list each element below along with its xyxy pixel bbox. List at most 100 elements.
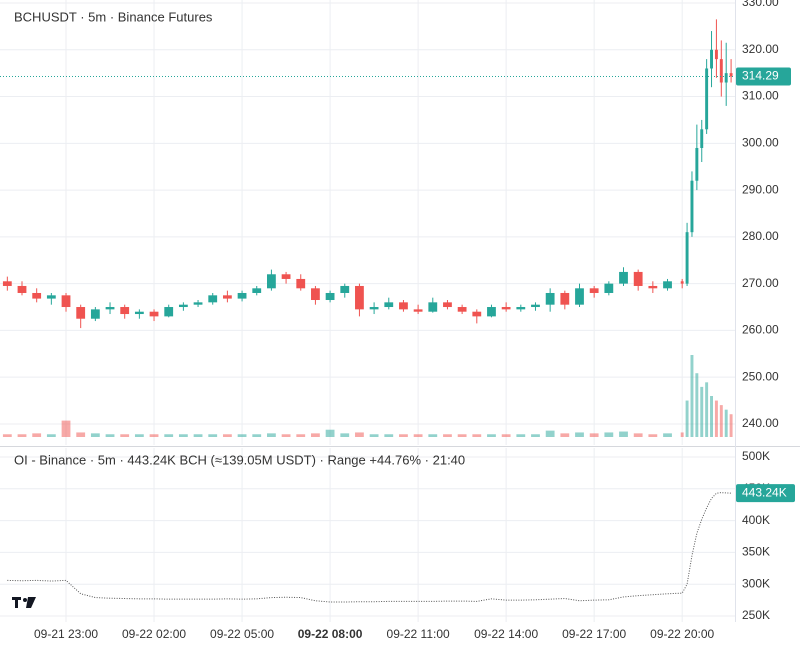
volume-bar (501, 434, 511, 437)
candle-body (2, 281, 12, 286)
y-tick-label: 270.00 (742, 276, 779, 290)
candle-body (237, 292, 247, 299)
y-tick-label: 280.00 (742, 229, 779, 243)
candle-body (32, 292, 42, 299)
volume-bar (90, 433, 100, 437)
volume-bar (149, 434, 159, 437)
volume-bar (700, 386, 704, 437)
candle-body (648, 285, 658, 289)
volume-bar (369, 434, 379, 437)
y-tick-label: 330.00 (742, 0, 779, 9)
candle-body (705, 68, 709, 130)
volume-bar (164, 434, 174, 437)
volume-bar (311, 433, 320, 437)
chart-layer: 09-21 23:00 09-22 02:00 09-22 05:00 09-22 0… (0, 0, 795, 641)
candle-body (46, 295, 56, 299)
volume-bar (714, 400, 718, 437)
volume-bar (413, 434, 423, 437)
candle-body (690, 180, 694, 233)
candle-body (399, 302, 408, 310)
volume-bar (252, 434, 262, 437)
candle-body (17, 285, 27, 293)
volume-bar (690, 355, 694, 437)
candle-body (296, 278, 306, 289)
candle-body (369, 307, 379, 310)
x-tick-label: 09-21 23:00 (34, 627, 98, 641)
volume-bar (384, 434, 394, 437)
volume-bar (648, 434, 658, 437)
candle-body (714, 49, 718, 60)
candle-body (325, 292, 335, 301)
volume-bar (633, 433, 643, 437)
volume-bar (222, 434, 232, 437)
y-tick-label: 300K (742, 576, 770, 590)
volume-bar (604, 432, 614, 437)
x-tick-label: 09-22 05:00 (210, 627, 274, 641)
candle-body (193, 302, 203, 305)
volume-bar (705, 382, 709, 437)
last-price-label: 314.29 (742, 69, 779, 83)
volume-bar (61, 420, 71, 437)
candle-body (281, 274, 291, 279)
candle-body (633, 271, 643, 286)
candle-body (472, 311, 482, 317)
volume-bar (267, 433, 276, 437)
candle-body (355, 285, 364, 310)
y-tick-label: 250.00 (742, 369, 779, 383)
candle-body (729, 73, 733, 77)
candle-body (700, 129, 704, 148)
candle-body (428, 302, 438, 312)
volume-bar (2, 434, 12, 437)
volume-bar (237, 434, 247, 437)
volume-bar (428, 434, 438, 437)
candle-body (120, 307, 130, 315)
volume-bar (281, 434, 291, 437)
volume-bar (76, 432, 86, 437)
volume-bar (105, 434, 115, 437)
candle-body (134, 311, 144, 315)
x-tick-label: 09-22 20:00 (650, 627, 714, 641)
oi-title: OI - Binance · 5m · 443.24K BCH (≈139.05… (14, 452, 465, 467)
candle-body (719, 59, 723, 83)
candle-body (311, 288, 320, 301)
candle-body (267, 274, 276, 289)
candle-body (340, 285, 350, 293)
volume-bar (680, 432, 684, 437)
volume-bar (32, 433, 42, 437)
x-tick-label: 09-22 08:00 (298, 627, 363, 641)
candle-body (619, 271, 628, 284)
x-tick-label: 09-22 11:00 (387, 627, 450, 641)
volume-bar (340, 433, 350, 437)
volume-bar (719, 405, 723, 437)
volume-bar (134, 434, 144, 437)
volume-bar (729, 414, 733, 437)
volume-bar (545, 430, 555, 437)
candle-body (589, 288, 599, 293)
volume-bar (710, 396, 713, 437)
y-tick-label: 310.00 (742, 89, 779, 103)
volume-bar (325, 429, 335, 437)
volume-bar (724, 409, 728, 437)
y-tick-label: 260.00 (742, 323, 779, 337)
candle-body (663, 281, 672, 289)
oi-last-box (736, 484, 795, 503)
candle-body (222, 295, 232, 299)
candle-body (443, 302, 452, 308)
candle-body (531, 304, 540, 308)
volume-bar (472, 434, 482, 437)
candle-body (413, 309, 423, 312)
candle-body (149, 311, 159, 317)
candle-body (604, 283, 614, 293)
candle-body (487, 307, 496, 317)
volume-bar (695, 373, 699, 437)
volume-bar (178, 434, 188, 437)
volume-bar (208, 434, 218, 437)
y-tick-label: 350K (742, 545, 770, 559)
y-tick-label: 400K (742, 513, 770, 527)
candle-body (575, 288, 584, 305)
volume-bar (46, 434, 56, 437)
candle-body (61, 295, 71, 308)
y-tick-label: 320.00 (742, 42, 779, 56)
volume-bar (457, 434, 467, 437)
